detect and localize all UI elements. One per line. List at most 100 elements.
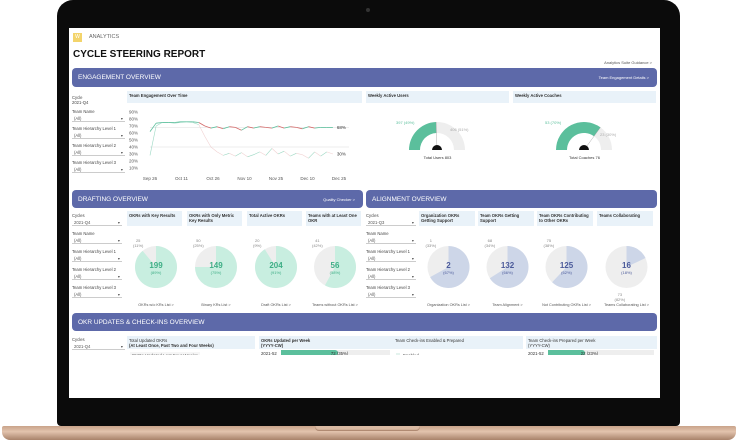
- filter-select[interactable]: (All) ▾: [366, 255, 416, 262]
- guidance-link[interactable]: Analytics Suite Guidance >: [604, 60, 652, 65]
- bar-fill: [548, 350, 585, 355]
- users-total: Total Users 803: [423, 155, 452, 160]
- series-segment: [198, 122, 206, 127]
- quality-checker-link[interactable]: Quality Checker >: [323, 196, 355, 202]
- bar-row: 2021-52 22 (23%): [526, 350, 657, 355]
- card-header: Teams with at Least One OKR: [306, 211, 361, 226]
- team-engagement-details-link[interactable]: Team Engagement Details >: [598, 75, 649, 80]
- bar-track: [281, 350, 390, 355]
- pie-other-label: 75 (38%): [544, 238, 555, 248]
- section-title: OKR UPDATES & CHECK-INS OVERVIEW: [78, 318, 205, 326]
- filter-select[interactable]: 2021-Q3 ▾: [366, 219, 416, 226]
- section-title: DRAFTING OVERVIEW: [78, 195, 148, 203]
- filter-select[interactable]: (All) ▾: [72, 273, 122, 280]
- x-tick-label: Nov 25: [269, 176, 284, 181]
- filter-value: (All): [74, 273, 82, 279]
- series-segment: [290, 153, 297, 157]
- gauge-active-arc: [556, 122, 601, 150]
- pie-chart: 2(67%): [427, 246, 470, 288]
- filter-select[interactable]: (All) ▾: [72, 149, 125, 156]
- series-segment: [265, 127, 272, 129]
- engagement-filters: Cycle 2021-Q4 Team Name (All) ▾ Team Hierarch…: [72, 91, 125, 173]
- filter-select[interactable]: (All) ▾: [72, 132, 125, 139]
- prepared-header: Team Check-ins Prepared per Week (YYYY-C…: [526, 336, 657, 349]
- pie-value: 16: [622, 261, 631, 270]
- pie-other-label: 25 (11%): [133, 238, 143, 248]
- card-link[interactable]: Teams without OKRs List >: [312, 303, 358, 307]
- filter-select[interactable]: (All) ▾: [366, 237, 416, 244]
- card-link[interactable]: Binary KRs List >: [201, 303, 231, 307]
- pie-other-percent: (11%): [133, 243, 144, 248]
- filter-select[interactable]: (All) ▾: [366, 291, 416, 298]
- pie-chart: 125(62%): [545, 246, 588, 288]
- series-segment: [284, 126, 291, 129]
- series-segment: [174, 122, 181, 124]
- card-header: OKRs with Key Results: [127, 211, 182, 226]
- card-link[interactable]: Draft OKRs List >: [261, 303, 291, 307]
- card-link[interactable]: Organization OKRs List >: [427, 303, 470, 307]
- y-tick-label: 30%: [129, 152, 138, 157]
- filter-select[interactable]: (All) ▾: [72, 255, 122, 262]
- pie-other-percent: (34%): [484, 243, 496, 248]
- users-inactive-label: 406 (51%): [450, 127, 469, 132]
- y-tick-label: 90%: [129, 110, 138, 115]
- filter-select[interactable]: (All) ▾: [72, 291, 122, 298]
- pie-chart: 16(18%): [605, 246, 648, 288]
- filter-select[interactable]: 2021-Q4 ▾: [72, 343, 125, 350]
- filter-select[interactable]: 2021-Q4 ▾: [72, 219, 122, 226]
- card-link[interactable]: Team Alignment >: [492, 303, 523, 307]
- pie-value: 2: [446, 261, 451, 270]
- filter-select[interactable]: (All) ▾: [72, 237, 122, 244]
- series-segment: [247, 126, 254, 129]
- filter-select[interactable]: (All) ▾: [72, 166, 125, 173]
- coaches-inactive-label: 23 (30%): [600, 132, 617, 137]
- pie-value: 56: [331, 261, 340, 270]
- pie-other-label: 50 (25%): [193, 238, 204, 248]
- pie-other-value: 41: [315, 238, 320, 243]
- card-link[interactable]: Teams Collaborating List >: [604, 303, 649, 307]
- engagement-line-chart: 90% 80% 70% 60% 50% 40% 30% 20% 10% Sep 26 Oct 11 O…: [129, 110, 349, 181]
- series-segment: [210, 126, 218, 129]
- page-title: CYCLE STEERING REPORT: [73, 49, 206, 60]
- filter-value: (All): [368, 273, 376, 279]
- gauge-inactive-arc: [593, 127, 612, 150]
- filter-label: Cycle: [72, 95, 83, 100]
- logo: W: [73, 33, 82, 42]
- alignment-header: ALIGNMENT OVERVIEW: [366, 190, 657, 208]
- filter-value: (All): [368, 255, 376, 261]
- filter-value: (All): [368, 291, 376, 297]
- filter-value: (All): [74, 149, 82, 155]
- x-tick-label: Sep 26: [143, 176, 158, 181]
- x-tick-label: Oct 26: [206, 176, 220, 181]
- bar-row: 2021-52 72 (35%): [259, 350, 393, 356]
- filter-value: 2021-Q4: [72, 100, 89, 105]
- pie-main-slice: [135, 246, 177, 288]
- filter-select[interactable]: (All) ▾: [72, 115, 125, 122]
- bar-fill: [281, 350, 339, 355]
- pie-chart: 199(89%): [135, 246, 177, 288]
- pie-chart: 132(66%): [486, 246, 529, 288]
- series-segment: [223, 153, 230, 156]
- chevron-down-icon: ▾: [120, 343, 123, 349]
- pie-main-slice: [255, 246, 297, 288]
- gauge-hub: [579, 145, 589, 150]
- series-end-label: 30%: [337, 152, 346, 157]
- series-segment: [192, 121, 199, 123]
- bar-label: 72 (35%): [330, 350, 349, 356]
- panel-title: Total Updated OKRs: [129, 338, 168, 343]
- coaches-active-label: 53 (70%): [545, 120, 562, 125]
- users-gauge: [409, 122, 465, 151]
- panel-subtitle: (At Least Once, Past Two and Four Weeks): [129, 343, 214, 349]
- card-link[interactable]: Not Contributing OKRs List >: [542, 303, 591, 307]
- y-tick-label: 80%: [129, 117, 138, 122]
- pie-percent: (66%): [502, 270, 513, 275]
- pie-value: 199: [149, 261, 163, 270]
- pie-other-label: 73 (82%): [615, 292, 626, 302]
- filter-select[interactable]: (All) ▾: [366, 273, 416, 280]
- series-segment: [210, 146, 218, 153]
- pie-value: 132: [501, 261, 515, 270]
- pie-other-percent: (42%): [312, 243, 323, 248]
- series-segment: [277, 150, 285, 155]
- pie-percent: (89%): [151, 270, 162, 275]
- card-link[interactable]: OKRs w/o KRs List >: [138, 303, 174, 307]
